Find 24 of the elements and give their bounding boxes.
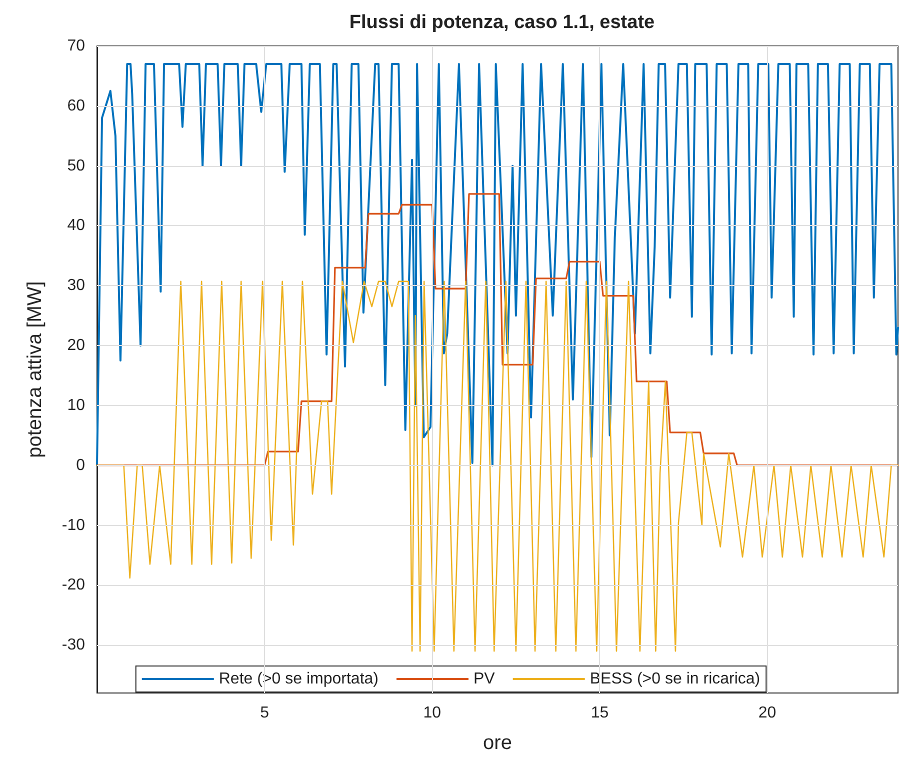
x-tick-label: 5 <box>260 704 270 722</box>
y-tick-label: 30 <box>67 277 86 294</box>
legend-label: Rete (>0 se importata) <box>218 670 378 688</box>
x-tick-label: 10 <box>423 704 442 722</box>
legend-label: PV <box>474 670 496 688</box>
y-tick-label: 0 <box>76 456 86 474</box>
line-series <box>96 193 899 466</box>
y-tick-label: -20 <box>62 576 86 594</box>
y-tick-label: -30 <box>62 636 86 654</box>
y-tick-label: 20 <box>67 337 86 354</box>
x-axis-title: ore <box>483 732 512 754</box>
y-axis-title: potenza attiva [MW] <box>24 281 46 458</box>
y-tick-label: -10 <box>62 516 86 534</box>
y-tick-label: 40 <box>67 217 86 234</box>
y-tick-label: 50 <box>67 157 86 174</box>
y-tick-label: 60 <box>67 97 86 114</box>
line-series <box>96 280 899 652</box>
y-tick-label: 70 <box>67 38 86 54</box>
x-tick-label: 15 <box>590 704 609 722</box>
y-tick-label: 10 <box>67 396 86 414</box>
chart-title: Flussi di potenza, caso 1.1, estate <box>349 12 655 33</box>
legend-label: BESS (>0 se in ricarica) <box>590 670 760 688</box>
x-tick-label: 20 <box>758 704 776 722</box>
line-series <box>96 62 899 466</box>
